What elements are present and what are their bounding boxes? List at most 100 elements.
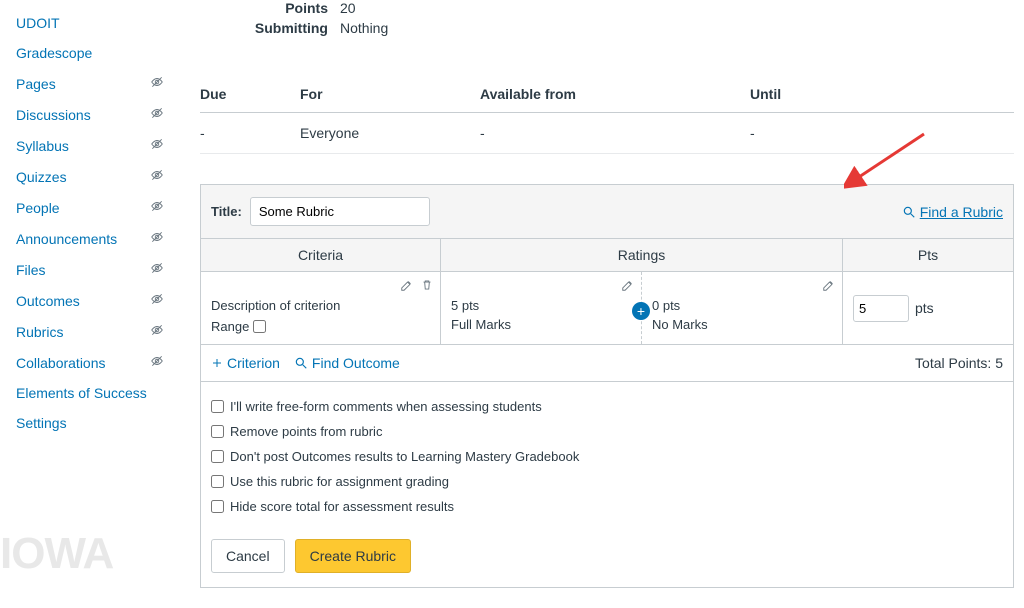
find-rubric-link[interactable]: Find a Rubric: [902, 204, 1003, 220]
option-checkbox[interactable]: [211, 425, 224, 438]
criterion-row: Description of criterion Range 5 pts Ful…: [201, 272, 1013, 345]
sidebar-link[interactable]: Quizzes: [16, 169, 67, 185]
rating-full-marks[interactable]: 5 pts Full Marks +: [441, 272, 642, 344]
submitting-value: Nothing: [340, 20, 388, 36]
points-input[interactable]: [853, 295, 909, 322]
find-rubric-label: Find a Rubric: [920, 204, 1003, 220]
rating-label: Full Marks: [451, 317, 631, 332]
rating-pts: 0 pts: [652, 298, 832, 313]
sidebar-link[interactable]: Settings: [16, 415, 67, 431]
option-label: I'll write free-form comments when asses…: [230, 399, 542, 414]
cell-until: -: [750, 125, 1014, 141]
option-hide-score-total[interactable]: Hide score total for assessment results: [211, 494, 1003, 519]
option-checkbox[interactable]: [211, 400, 224, 413]
sidebar-item-announcements[interactable]: Announcements: [16, 223, 164, 254]
total-label: Total Points:: [915, 355, 995, 371]
rating-no-marks[interactable]: 0 pts No Marks: [642, 272, 842, 344]
option-label: Use this rubric for assignment grading: [230, 474, 449, 489]
sidebar-link[interactable]: Outcomes: [16, 293, 80, 309]
sidebar-link[interactable]: Pages: [16, 76, 56, 92]
sidebar-link[interactable]: Gradescope: [16, 45, 92, 61]
header-due: Due: [200, 86, 300, 102]
course-nav-sidebar: UDOIT Gradescope Pages Discussions Sylla…: [0, 0, 180, 446]
option-no-outcomes-post[interactable]: Don't post Outcomes results to Learning …: [211, 444, 1003, 469]
cell-for: Everyone: [300, 125, 480, 141]
sidebar-item-people[interactable]: People: [16, 192, 164, 223]
option-label: Hide score total for assessment results: [230, 499, 454, 514]
sidebar-item-quizzes[interactable]: Quizzes: [16, 161, 164, 192]
rubric-footer: Criterion Find Outcome Total Points: 5: [201, 345, 1013, 382]
meta-points: Points 20: [200, 0, 1014, 16]
sidebar-item-pages[interactable]: Pages: [16, 68, 164, 99]
sidebar-item-collaborations[interactable]: Collaborations: [16, 347, 164, 378]
hidden-icon: [150, 168, 164, 185]
criterion-cell: Description of criterion Range: [201, 272, 441, 344]
rubric-title-bar: Title: Find a Rubric: [201, 185, 1013, 239]
option-use-for-grading[interactable]: Use this rubric for assignment grading: [211, 469, 1003, 494]
points-label: Points: [200, 0, 340, 16]
search-icon: [902, 205, 916, 219]
sidebar-item-elements[interactable]: Elements of Success: [16, 378, 164, 408]
sidebar-link[interactable]: Syllabus: [16, 138, 69, 154]
edit-icon[interactable]: [621, 278, 635, 292]
sidebar-item-syllabus[interactable]: Syllabus: [16, 130, 164, 161]
add-rating-icon[interactable]: +: [632, 302, 650, 320]
hidden-icon: [150, 354, 164, 371]
sidebar-link[interactable]: People: [16, 200, 60, 216]
find-outcome-button[interactable]: Find Outcome: [294, 355, 400, 371]
watermark-text: IOWA: [0, 532, 113, 576]
hidden-icon: [150, 75, 164, 92]
rubric-title-label: Title:: [211, 204, 242, 219]
rating-label: No Marks: [652, 317, 832, 332]
create-rubric-button[interactable]: Create Rubric: [295, 539, 411, 573]
sidebar-link[interactable]: Rubrics: [16, 324, 63, 340]
main-content: Points 20 Submitting Nothing Due For Ava…: [200, 0, 1014, 608]
find-outcome-label: Find Outcome: [312, 355, 400, 371]
sidebar-link[interactable]: Collaborations: [16, 355, 106, 371]
hidden-icon: [150, 199, 164, 216]
due-data-row: - Everyone - -: [200, 113, 1014, 154]
sidebar-item-discussions[interactable]: Discussions: [16, 99, 164, 130]
option-freeform[interactable]: I'll write free-form comments when asses…: [211, 394, 1003, 419]
pts-suffix: pts: [915, 300, 934, 316]
option-checkbox[interactable]: [211, 450, 224, 463]
sidebar-link[interactable]: Discussions: [16, 107, 91, 123]
option-checkbox[interactable]: [211, 500, 224, 513]
sidebar-item-rubrics[interactable]: Rubrics: [16, 316, 164, 347]
points-value: 20: [340, 0, 356, 16]
sidebar-link[interactable]: Files: [16, 262, 46, 278]
submitting-label: Submitting: [200, 20, 340, 36]
rubric-editor: Title: Find a Rubric Criteria Ratings Pt…: [200, 184, 1014, 588]
total-value: 5: [995, 355, 1003, 371]
sidebar-link[interactable]: UDOIT: [16, 15, 60, 31]
header-until: Until: [750, 86, 1014, 102]
rubric-title-input[interactable]: [250, 197, 430, 226]
header-criteria: Criteria: [201, 239, 441, 271]
header-for: For: [300, 86, 480, 102]
meta-submitting: Submitting Nothing: [200, 20, 1014, 36]
edit-icon[interactable]: [400, 278, 414, 292]
sidebar-item-settings[interactable]: Settings: [16, 408, 164, 438]
rubric-columns-header: Criteria Ratings Pts: [201, 239, 1013, 272]
hidden-icon: [150, 137, 164, 154]
hidden-icon: [150, 292, 164, 309]
cell-available: -: [480, 125, 750, 141]
edit-icon[interactable]: [822, 278, 836, 292]
cancel-button[interactable]: Cancel: [211, 539, 285, 573]
plus-icon: [211, 357, 223, 369]
sidebar-link[interactable]: Elements of Success: [16, 385, 147, 401]
option-checkbox[interactable]: [211, 475, 224, 488]
pts-cell: pts: [843, 272, 1013, 344]
sidebar-item-gradescope[interactable]: Gradescope: [16, 38, 164, 68]
add-criterion-button[interactable]: Criterion: [211, 355, 280, 371]
option-remove-points[interactable]: Remove points from rubric: [211, 419, 1003, 444]
sidebar-item-outcomes[interactable]: Outcomes: [16, 285, 164, 316]
total-points: Total Points: 5: [915, 355, 1003, 371]
sidebar-item-udoit[interactable]: UDOIT: [16, 8, 164, 38]
sidebar-item-files[interactable]: Files: [16, 254, 164, 285]
range-checkbox[interactable]: [253, 320, 266, 333]
trash-icon[interactable]: [420, 278, 434, 292]
sidebar-link[interactable]: Announcements: [16, 231, 117, 247]
add-criterion-label: Criterion: [227, 355, 280, 371]
ratings-cell: 5 pts Full Marks + 0 pts No Marks: [441, 272, 843, 344]
